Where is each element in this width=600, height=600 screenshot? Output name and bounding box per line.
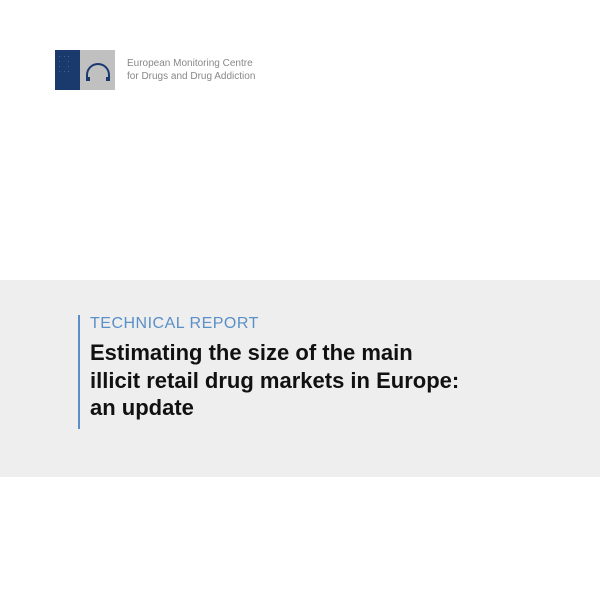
logo-arc-icon xyxy=(86,63,110,77)
header: · · ·· ·· ·· · · European Monitoring Cen… xyxy=(55,50,255,90)
logo-arc-panel xyxy=(80,50,115,90)
title-accent-bar xyxy=(78,315,80,429)
title-block: TECHNICAL REPORT Estimating the size of … xyxy=(0,280,600,477)
organization-name: European Monitoring Centre for Drugs and… xyxy=(127,57,255,83)
title-line-1: Estimating the size of the main xyxy=(90,339,545,367)
org-line-1: European Monitoring Centre xyxy=(127,57,255,70)
logo-flag-panel: · · ·· ·· ·· · · xyxy=(55,50,80,90)
report-title: Estimating the size of the main illicit … xyxy=(90,339,545,422)
logo-stars-icon: · · ·· ·· ·· · · xyxy=(59,54,70,74)
emcdda-logo: · · ·· ·· ·· · · xyxy=(55,50,115,90)
title-line-3: an update xyxy=(90,394,545,422)
document-page: · · ·· ·· ·· · · European Monitoring Cen… xyxy=(0,0,600,600)
org-line-2: for Drugs and Drug Addiction xyxy=(127,70,255,83)
title-line-2: illicit retail drug markets in Europe: xyxy=(90,367,545,395)
report-type-label: TECHNICAL REPORT xyxy=(90,315,545,333)
